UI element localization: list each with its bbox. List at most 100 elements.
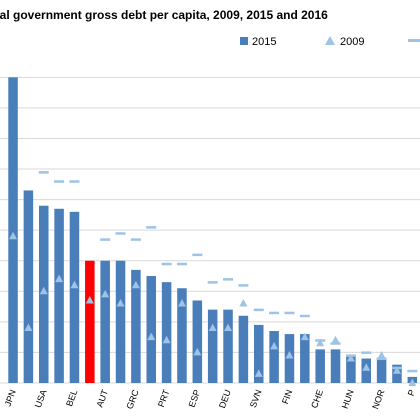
marker-2009 — [39, 286, 48, 295]
bar-2015 — [330, 349, 341, 383]
marker-dash — [38, 171, 49, 174]
marker-2009 — [331, 335, 340, 344]
x-tick-label: DEU — [217, 388, 233, 409]
marker-2009 — [101, 289, 110, 298]
marker-2009 — [362, 363, 371, 371]
bar-2015 — [361, 358, 372, 383]
triangles-2009 — [9, 231, 417, 386]
bar-2015 — [69, 211, 80, 383]
marker-dash — [176, 262, 187, 266]
bar-2015 — [300, 334, 310, 383]
x-tick-label: PRT — [156, 388, 172, 409]
marker-2009 — [270, 341, 279, 350]
legend-triangle-marker — [325, 36, 335, 45]
bar-2015 — [8, 77, 18, 383]
bar-2015 — [146, 276, 157, 383]
x-tick-label: CHE — [309, 388, 325, 409]
marker-2009 — [193, 347, 202, 356]
marker-2009 — [70, 280, 79, 289]
bar-2015 — [177, 288, 187, 383]
x-tick-label: ESP — [187, 388, 203, 408]
bar-2015 — [315, 349, 325, 383]
marker-2009 — [239, 299, 248, 307]
bar-2015 — [54, 208, 64, 383]
x-tick-label: P — [406, 388, 417, 397]
bar-highlight — [85, 260, 95, 383]
marker-2009 — [392, 366, 401, 374]
marker-dash — [100, 238, 111, 241]
marker-dash — [376, 357, 387, 361]
marker-2009 — [285, 350, 294, 359]
bar-2015 — [115, 260, 126, 383]
marker-2009 — [254, 369, 263, 377]
marker-dash — [69, 180, 80, 183]
bar-2015 — [161, 282, 172, 383]
marker-dash — [361, 351, 372, 354]
marker-dash — [330, 342, 341, 345]
bar-2015 — [238, 315, 249, 383]
bar-2015 — [100, 260, 110, 383]
marker-2009 — [116, 299, 125, 307]
marker-2009 — [377, 350, 386, 359]
marker-dash — [161, 262, 172, 266]
marker-2009 — [208, 323, 217, 331]
marker-2009 — [300, 332, 309, 341]
marker-dash — [253, 308, 264, 312]
x-tick-label: AUT — [95, 388, 111, 409]
legend: 2015 2009 — [240, 36, 420, 48]
marker-2009 — [55, 274, 64, 283]
marker-2009 — [85, 295, 94, 304]
marker-dash — [345, 354, 356, 357]
bar-2015 — [131, 269, 141, 383]
bar-2015 — [269, 331, 279, 383]
marker-2009 — [162, 335, 171, 344]
marker-dash — [391, 366, 402, 370]
x-tick-label: USA — [33, 388, 49, 409]
marker-2009 — [24, 323, 33, 331]
marker-dash — [407, 369, 418, 373]
marker-2009 — [316, 338, 325, 347]
marker-dash — [299, 314, 310, 318]
bar-2015 — [207, 309, 218, 383]
chart-title: ral government gross debt per capita, 20… — [0, 8, 328, 22]
bar-2015 — [192, 300, 203, 383]
marker-2009 — [408, 378, 417, 386]
marker-2009 — [224, 323, 233, 331]
marker-dash — [284, 311, 295, 315]
marker-2009 — [177, 299, 186, 307]
bar-2015 — [392, 364, 402, 383]
marker-2009 — [346, 354, 355, 362]
marker-dash — [269, 311, 280, 315]
marker-2009 — [9, 231, 18, 240]
marker-dash — [115, 232, 126, 235]
x-tick-labels: JPN USA BEL AUT GRC PRT ESP DEU SVN FIN CHE HUN NOR P — [3, 388, 418, 411]
bars-2015 — [8, 77, 418, 383]
x-tick-label: GRC — [125, 388, 141, 411]
marker-2009 — [147, 332, 156, 341]
x-tick-label: FIN — [280, 388, 294, 405]
bar-2015 — [223, 309, 233, 383]
legend-bar-marker — [240, 37, 248, 45]
marker-2009 — [131, 280, 140, 289]
bar-2015 — [38, 205, 49, 383]
marker-dash — [146, 226, 157, 229]
bar-2015 — [346, 355, 356, 383]
legend-label-2009: 2009 — [340, 36, 364, 48]
bar-2015 — [23, 190, 34, 383]
marker-dash — [315, 339, 326, 342]
bar-2015 — [284, 334, 295, 383]
marker-dash — [238, 284, 249, 287]
bar-2015 — [376, 358, 387, 383]
x-tick-label: NOR — [370, 388, 386, 411]
x-tick-label: SVN — [248, 388, 264, 409]
marker-dash — [54, 180, 65, 183]
marker-dash — [223, 278, 234, 281]
dashes-2016 — [38, 171, 418, 373]
x-tick-label: JPN — [3, 388, 18, 407]
bar-2015 — [253, 324, 264, 383]
legend-dash-marker — [408, 39, 420, 42]
x-tick-label: HUN — [340, 388, 356, 410]
x-tick-label: BEL — [64, 388, 79, 407]
legend-label-2015: 2015 — [252, 36, 276, 48]
